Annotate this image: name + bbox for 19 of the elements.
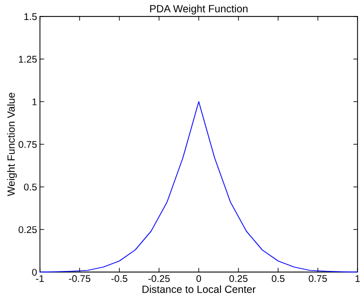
x-tick-label: 1: [356, 275, 360, 282]
chart-title: PDA Weight Function: [150, 4, 248, 14]
x-tick-label: 0.5: [272, 275, 284, 282]
y-axis-title: Weight Function Value: [7, 92, 17, 196]
x-tick-label: 0: [196, 275, 202, 282]
y-tick-label: 1: [32, 98, 37, 106]
y-tick-label: 1.5: [24, 13, 37, 20]
x-tick-label: -0.25: [148, 275, 170, 282]
x-axis-title: Distance to Local Center: [142, 285, 256, 293]
y-tick-label: 1.25: [18, 56, 37, 63]
y-tick-label: 0: [32, 268, 37, 276]
x-tick-label: 0.75: [308, 275, 327, 282]
x-tick-label: 0.25: [229, 275, 248, 282]
x-tick-label: -0.75: [68, 275, 90, 282]
y-tick-label: 0.75: [18, 141, 37, 148]
y-tick-label: 0.25: [18, 226, 37, 234]
x-tick-label: -1: [36, 275, 44, 282]
y-tick-label: 0.5: [24, 184, 37, 190]
x-tick-label: -0.5: [111, 275, 128, 282]
